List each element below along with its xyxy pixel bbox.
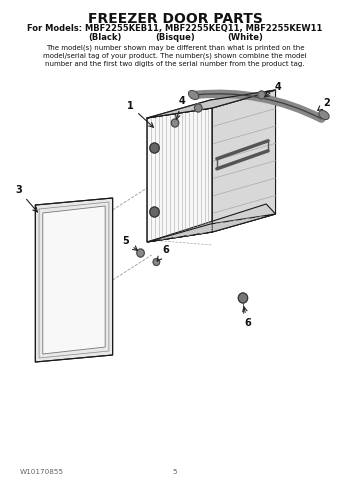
Text: FREEZER DOOR PARTS: FREEZER DOOR PARTS — [88, 12, 262, 26]
Circle shape — [195, 104, 202, 112]
Text: 4: 4 — [265, 82, 282, 97]
Text: (White): (White) — [227, 33, 263, 42]
Text: 5: 5 — [122, 236, 138, 251]
Ellipse shape — [188, 90, 199, 99]
Text: 3: 3 — [15, 185, 37, 212]
Polygon shape — [147, 90, 275, 118]
Text: For Models: MBF2255KEB11, MBF2255KEQ11, MBF2255KEW11: For Models: MBF2255KEB11, MBF2255KEQ11, … — [27, 24, 323, 33]
Circle shape — [238, 293, 247, 303]
Text: 6: 6 — [243, 307, 251, 328]
Circle shape — [150, 143, 159, 153]
Polygon shape — [212, 90, 275, 232]
Ellipse shape — [319, 111, 329, 120]
Circle shape — [258, 91, 265, 99]
Circle shape — [150, 207, 159, 217]
Text: 1: 1 — [127, 101, 153, 128]
Text: 6: 6 — [157, 245, 169, 261]
Text: 4: 4 — [176, 96, 186, 119]
Polygon shape — [43, 206, 105, 354]
Circle shape — [171, 119, 179, 127]
Text: 5: 5 — [173, 469, 177, 475]
Polygon shape — [147, 204, 275, 242]
Text: (Black): (Black) — [88, 33, 121, 42]
Polygon shape — [35, 198, 113, 362]
Polygon shape — [147, 108, 212, 242]
Text: W10170855: W10170855 — [20, 469, 64, 475]
Circle shape — [153, 258, 160, 266]
Text: The model(s) number shown may be different than what is printed on the
model/ser: The model(s) number shown may be differe… — [43, 44, 307, 67]
Circle shape — [137, 249, 144, 257]
Text: (Bisque): (Bisque) — [155, 33, 195, 42]
Text: 2: 2 — [318, 98, 330, 111]
Polygon shape — [147, 214, 275, 242]
